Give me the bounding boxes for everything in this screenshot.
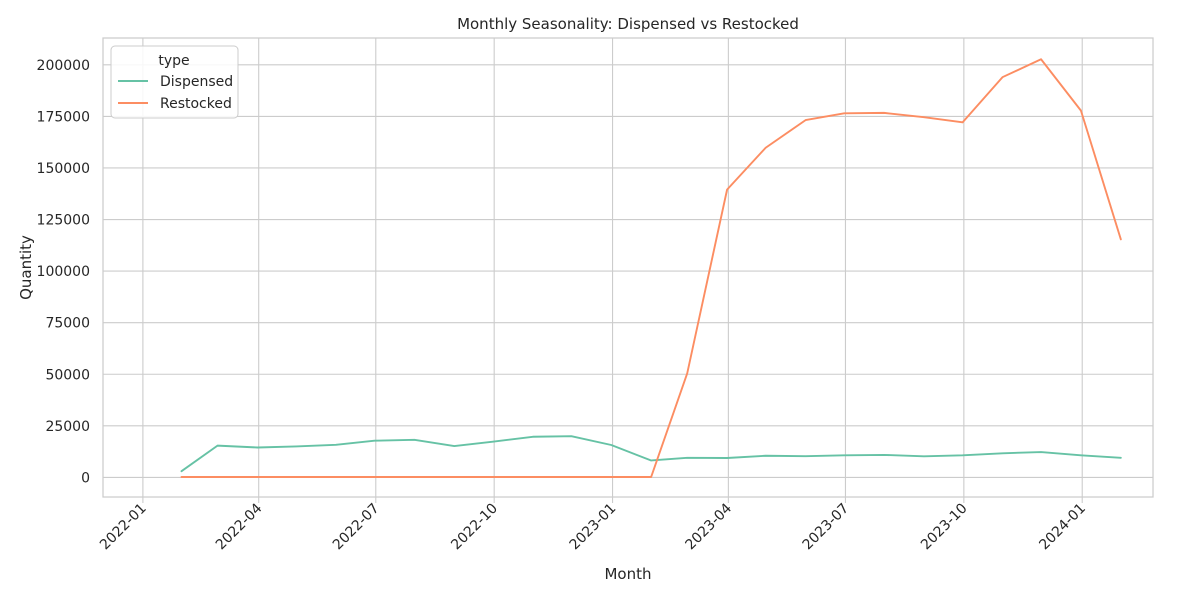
x-tick-label: 2023-04 — [683, 500, 736, 553]
grid — [103, 38, 1153, 497]
x-tick-label: 2022-04 — [213, 500, 266, 553]
y-tick-label: 150000 — [37, 161, 90, 177]
series-line-restocked — [180, 58, 1122, 478]
x-tick-label: 2022-10 — [448, 501, 501, 554]
series-line-dispensed — [180, 435, 1122, 473]
legend-title: type — [158, 53, 189, 69]
x-tick-label: 2024-01 — [1036, 501, 1089, 554]
y-tick-label: 75000 — [45, 316, 90, 332]
legend-label-dispensed: Dispensed — [160, 74, 233, 90]
axis-ticks: 0 25000 50000 75000 100000 125000 150000 175000… — [37, 58, 1090, 553]
y-tick-label: 0 — [81, 470, 90, 486]
x-axis-label: Month — [604, 565, 651, 583]
legend-label-restocked: Restocked — [160, 96, 232, 112]
y-tick-label: 200000 — [37, 58, 90, 74]
series-lines — [180, 58, 1122, 478]
y-tick-label: 175000 — [37, 109, 90, 125]
x-tick-label: 2022-07 — [330, 501, 383, 554]
x-tick-label: 2023-10 — [918, 501, 971, 554]
x-tick-label: 2023-07 — [800, 501, 853, 554]
chart-title: Monthly Seasonality: Dispensed vs Restoc… — [457, 15, 799, 33]
legend: type Dispensed Restocked — [110, 45, 239, 119]
legend-items: Dispensed Restocked — [118, 74, 233, 112]
y-tick-label: 100000 — [37, 264, 90, 280]
x-tick-label: 2023-01 — [567, 501, 620, 554]
y-tick-label: 25000 — [45, 419, 90, 435]
plot-frame — [102, 37, 1154, 498]
y-tick-label: 125000 — [37, 213, 90, 229]
legend-box — [110, 45, 239, 119]
x-tick-label: 2022-01 — [97, 501, 150, 554]
y-axis-label: Quantity — [17, 235, 35, 300]
y-tick-label: 50000 — [45, 367, 90, 383]
